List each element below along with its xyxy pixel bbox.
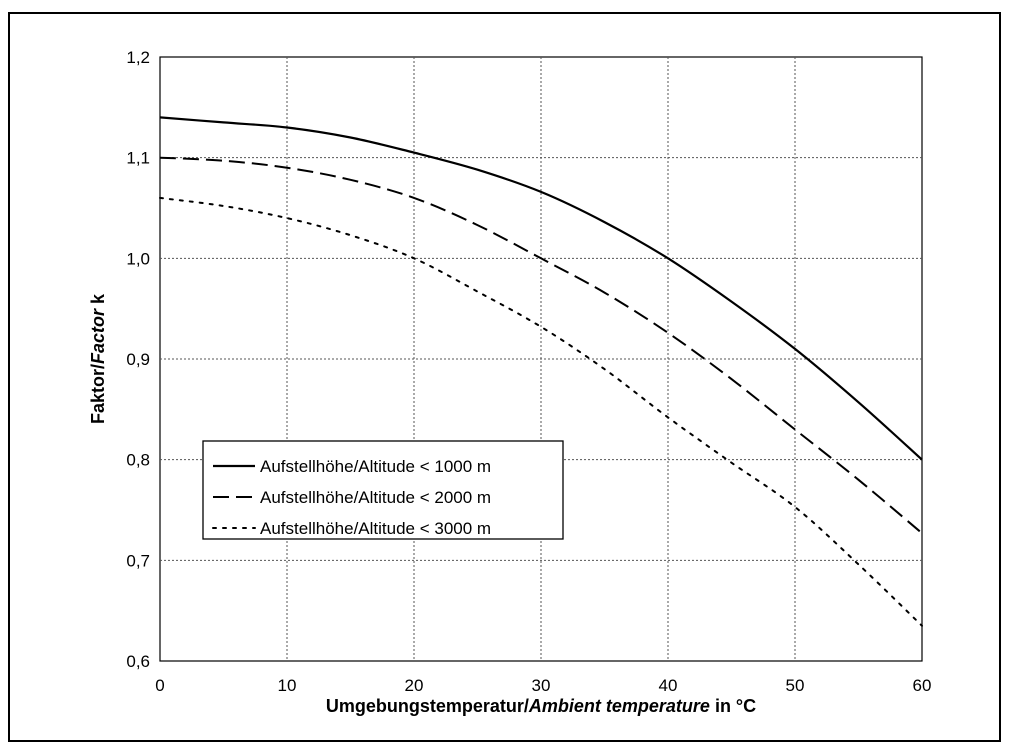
y-tick-label: 0,6 (126, 652, 150, 671)
chart-frame: 0,6 0,7 0,8 0,9 1,0 1,1 1,2 0 10 20 30 40 50 60 Umge… (8, 12, 1001, 742)
line-chart: 0,6 0,7 0,8 0,9 1,0 1,1 1,2 0 10 20 30 40 50 60 Umge… (88, 48, 931, 716)
legend-entry-label: Aufstellhöhe/Altitude < 2000 m (260, 488, 491, 507)
legend: Aufstellhöhe/Altitude < 1000 m Aufstellhö… (202, 440, 564, 540)
x-tick-label: 50 (786, 676, 805, 695)
x-tick-label: 40 (659, 676, 678, 695)
x-tick-labels: 0 10 20 30 40 50 60 (155, 676, 931, 695)
series-line-1 (159, 116, 923, 461)
x-tick-label: 10 (278, 676, 297, 695)
legend-entry-label: Aufstellhöhe/Altitude < 1000 m (260, 457, 491, 476)
y-tick-labels: 0,6 0,7 0,8 0,9 1,0 1,1 1,2 (126, 48, 150, 671)
x-tick-label: 30 (532, 676, 551, 695)
y-tick-label: 1,2 (126, 48, 150, 67)
series-lines (159, 116, 923, 627)
x-axis-label: Umgebungstemperatur/Ambient temperature … (326, 696, 756, 716)
x-tick-label: 60 (913, 676, 932, 695)
y-tick-label: 0,9 (126, 350, 150, 369)
y-tick-label: 0,7 (126, 551, 150, 570)
y-tick-label: 0,8 (126, 451, 150, 470)
series-line-3 (159, 196, 923, 627)
x-tick-label: 20 (405, 676, 424, 695)
x-tick-label: 0 (155, 676, 164, 695)
legend-box (202, 440, 564, 540)
y-axis-label: Faktor/Factor k (88, 293, 108, 424)
y-tick-label: 1,1 (126, 149, 150, 168)
y-tick-label: 1,0 (126, 249, 150, 268)
legend-entry-label: Aufstellhöhe/Altitude < 3000 m (260, 519, 491, 538)
